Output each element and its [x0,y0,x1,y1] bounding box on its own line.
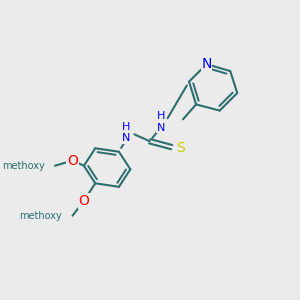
Text: H
N: H N [157,111,165,133]
Text: H
N: H N [122,122,130,143]
Text: methoxy: methoxy [2,161,44,171]
Text: O: O [67,154,78,167]
Text: N: N [201,57,212,71]
Text: O: O [79,194,89,208]
Text: S: S [176,141,185,155]
Text: methoxy: methoxy [19,211,62,221]
